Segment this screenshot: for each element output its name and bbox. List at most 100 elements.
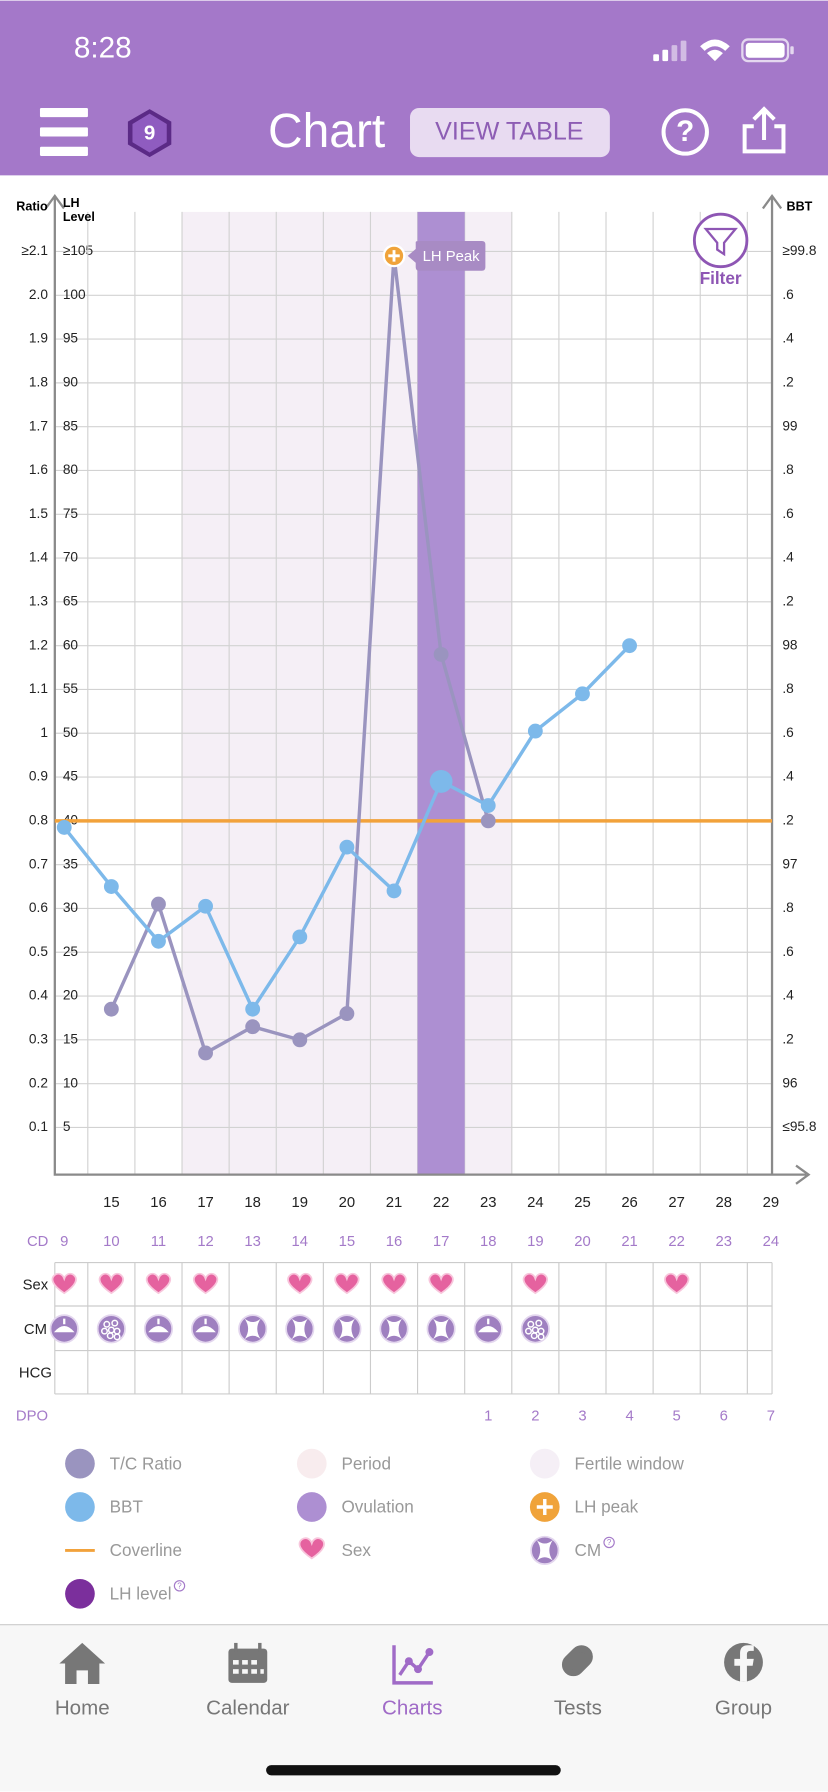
heart xyxy=(145,1272,172,1295)
ovulation-band xyxy=(417,211,465,1175)
cycle-day: 21 xyxy=(621,1234,638,1250)
ratio-tick-label: 0.2 xyxy=(29,1075,48,1090)
data-point xyxy=(339,1006,355,1021)
tab-bar-bg xyxy=(0,1624,828,1792)
legend-swatch xyxy=(296,1448,327,1479)
cycle-day: 18 xyxy=(480,1234,497,1250)
legend: T/C Ratio Period Fertile window BBT Ovulatio… xyxy=(65,1448,685,1609)
tab-label[interactable]: Group xyxy=(715,1697,772,1720)
bbt-tick-label: .6 xyxy=(782,725,794,740)
legend-swatch xyxy=(65,1492,95,1522)
heart xyxy=(287,1272,313,1295)
tab-label[interactable]: Home xyxy=(55,1697,110,1720)
cm-dot xyxy=(111,1319,119,1327)
x-tick-label: 23 xyxy=(480,1195,497,1211)
help-button[interactable]: ? xyxy=(661,108,709,156)
share-button[interactable] xyxy=(742,106,786,154)
legend-label: CM xyxy=(574,1540,601,1560)
ratio-tick-label: 0.8 xyxy=(29,812,48,827)
lh-axis-label: Level xyxy=(63,210,95,224)
heart xyxy=(98,1272,124,1295)
dpo-value: 6 xyxy=(720,1409,728,1425)
lh-tick-label: 70 xyxy=(63,550,79,565)
row-label: HCG xyxy=(19,1365,52,1381)
heart xyxy=(664,1272,690,1295)
lh-tick-label: 75 xyxy=(63,506,79,521)
lh-tick-label: 45 xyxy=(63,769,79,784)
cm-shape xyxy=(536,1540,553,1561)
cm-dot xyxy=(113,1333,121,1341)
data-point xyxy=(527,723,543,739)
cm-shape xyxy=(244,1318,261,1340)
cycle-day: 22 xyxy=(668,1234,685,1250)
tab-label[interactable]: Charts xyxy=(382,1697,443,1720)
cycle-day: 13 xyxy=(244,1234,261,1250)
data-point xyxy=(56,819,72,835)
badge-number: 9 xyxy=(144,122,155,145)
x-tick-label: 25 xyxy=(574,1195,591,1211)
ratio-tick-label: 1.5 xyxy=(29,506,48,521)
cycle-day: 17 xyxy=(433,1234,450,1250)
bbt-tick-label: ≤95.8 xyxy=(782,1119,817,1134)
bbt-tick-label: .2 xyxy=(782,812,793,827)
cm-icon xyxy=(285,1314,315,1344)
cm-icon xyxy=(379,1314,409,1344)
x-tick-label: 29 xyxy=(763,1195,779,1211)
bbt-tick-label: 98 xyxy=(782,637,798,652)
cm-dot xyxy=(101,1327,108,1335)
cm-icon xyxy=(473,1314,503,1344)
menu-button[interactable] xyxy=(39,107,88,156)
level-badge[interactable]: 9 xyxy=(127,109,172,158)
data-point xyxy=(245,1019,261,1035)
cm-icon xyxy=(143,1314,174,1344)
x-tick-label: 26 xyxy=(621,1195,638,1211)
x-tick-label: 20 xyxy=(339,1195,356,1211)
data-point xyxy=(433,646,449,662)
x-tick-label: 24 xyxy=(527,1195,544,1211)
heart xyxy=(192,1272,219,1295)
data-point xyxy=(198,898,213,914)
cm-icon xyxy=(426,1314,456,1344)
legend-label: BBT xyxy=(110,1497,144,1517)
x-tick-label: 19 xyxy=(292,1195,309,1211)
row-label: DPO xyxy=(16,1409,48,1425)
cm-dot xyxy=(535,1319,543,1327)
lh-tick-label: 30 xyxy=(63,900,79,915)
lh-tick-label: ≥105 xyxy=(63,243,94,258)
cm-shape xyxy=(291,1318,308,1340)
cm-dot xyxy=(537,1333,545,1341)
lh-axis-label: LH xyxy=(63,196,80,210)
cycle-day: 20 xyxy=(574,1234,591,1250)
bbt-tick-label: .4 xyxy=(782,769,794,784)
view-table-label: VIEW TABLE xyxy=(435,118,583,146)
tab-label[interactable]: Tests xyxy=(554,1697,602,1720)
data-point xyxy=(339,839,355,855)
lh-tick-label: 25 xyxy=(63,944,79,959)
ratio-tick-label: 1.4 xyxy=(29,550,48,565)
data-point xyxy=(575,686,590,702)
ratio-tick-label: 1.8 xyxy=(29,374,48,389)
cm-icon xyxy=(96,1314,126,1344)
row-label: Sex xyxy=(23,1277,49,1293)
heart xyxy=(522,1272,548,1295)
ratio-tick-label: 1.7 xyxy=(29,418,48,433)
cycle-day: 23 xyxy=(716,1234,733,1250)
filter-button[interactable]: Filter xyxy=(692,212,749,288)
bbt-tick-label: .8 xyxy=(782,462,794,477)
bbt-tick-label: .8 xyxy=(782,900,794,915)
data-point xyxy=(151,896,166,912)
lh-peak-tag xyxy=(407,241,486,271)
ratio-tick-label: 2.0 xyxy=(29,287,48,302)
data-point xyxy=(292,929,308,945)
data-point xyxy=(622,638,637,654)
cm-shape xyxy=(386,1318,403,1340)
bbt-tick-label: .6 xyxy=(782,506,794,521)
bbt-tick-label: .8 xyxy=(782,681,794,696)
help-badge xyxy=(173,1580,186,1592)
tab-label[interactable]: Calendar xyxy=(206,1697,290,1720)
view-table-button[interactable]: VIEW TABLE xyxy=(410,107,610,158)
ratio-tick-label: 1 xyxy=(40,725,48,740)
ratio-tick-label: ≥2.1 xyxy=(21,243,48,258)
lh-tick-label: 5 xyxy=(63,1119,71,1134)
cm-icon xyxy=(520,1314,550,1344)
